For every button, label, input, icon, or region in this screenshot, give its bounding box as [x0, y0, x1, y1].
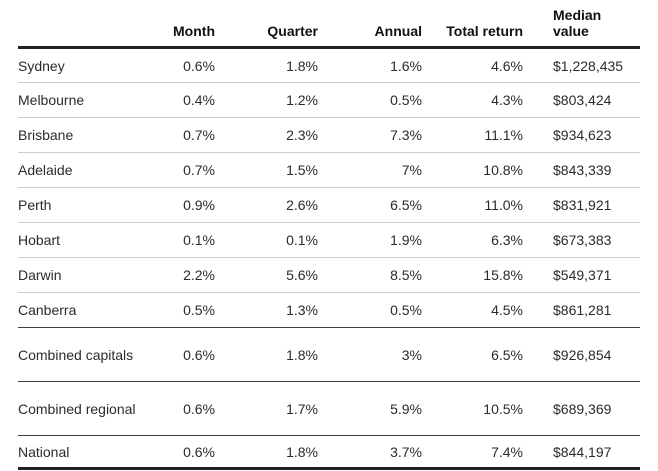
cell-quarter: 5.6% [286, 267, 318, 284]
cell-annual: 0.5% [390, 302, 422, 319]
column-header-region [18, 0, 138, 48]
row-label: Brisbane [18, 127, 74, 144]
cell-month: 0.9% [183, 197, 215, 214]
table-header-row: Month Quarter Annual Total return Median… [18, 0, 640, 48]
table-row-hobart: Hobart 0.1% 0.1% 1.9% 6.3% $673,383 [18, 223, 640, 258]
column-header-annual: Annual [374, 22, 422, 39]
table-row-combined-capitals: Combined capitals 0.6% 1.8% 3% 6.5% $926… [18, 328, 640, 382]
row-label: Melbourne [18, 92, 85, 109]
cell-quarter: 1.5% [286, 162, 318, 179]
cell-month: 0.6% [183, 443, 215, 460]
cell-quarter: 1.8% [286, 443, 318, 460]
cell-median-value: $689,369 [553, 400, 612, 417]
row-label: Combined capitals [18, 346, 134, 363]
cell-quarter: 1.3% [286, 302, 318, 319]
cell-month: 0.4% [183, 92, 215, 109]
cell-median-value: $844,197 [553, 443, 612, 460]
row-label: Sydney [18, 57, 65, 74]
table-row-national: National 0.6% 1.8% 3.7% 7.4% $844,197 [18, 436, 640, 469]
cell-total-return: 4.5% [491, 302, 523, 319]
cell-quarter: 1.8% [286, 57, 318, 74]
column-header-quarter: Quarter [267, 22, 318, 39]
cell-annual: 3.7% [390, 443, 422, 460]
cell-month: 0.6% [183, 57, 215, 74]
table-row-sydney: Sydney 0.6% 1.8% 1.6% 4.6% $1,228,435 [18, 48, 640, 83]
cell-total-return: 15.8% [483, 267, 523, 284]
cell-total-return: 7.4% [491, 443, 523, 460]
cell-month: 0.5% [183, 302, 215, 319]
cell-total-return: 10.5% [483, 400, 523, 417]
cell-total-return: 11.1% [484, 127, 523, 144]
housing-stats-table: Month Quarter Annual Total return Median… [18, 0, 640, 470]
cell-annual: 5.9% [390, 400, 422, 417]
cell-annual: 3% [401, 346, 422, 363]
cell-annual: 1.6% [390, 57, 422, 74]
cell-quarter: 1.7% [286, 400, 318, 417]
column-header-total-return: Total return [446, 22, 523, 39]
cell-month: 0.7% [183, 162, 215, 179]
cell-total-return: 4.6% [491, 57, 523, 74]
cell-quarter: 2.6% [286, 197, 318, 214]
cell-median-value: $831,921 [553, 197, 612, 214]
column-header-median-value: Median value [553, 7, 602, 39]
row-label: Canberra [18, 302, 77, 319]
cell-annual: 6.5% [390, 197, 422, 214]
cell-annual: 7% [401, 162, 422, 179]
row-label: Adelaide [18, 162, 73, 179]
column-header-month: Month [173, 22, 215, 39]
cell-total-return: 10.8% [483, 162, 523, 179]
cell-month: 0.7% [183, 127, 215, 144]
cell-median-value: $803,424 [553, 92, 612, 109]
table-row-melbourne: Melbourne 0.4% 1.2% 0.5% 4.3% $803,424 [18, 83, 640, 118]
cell-quarter: 2.3% [286, 127, 318, 144]
cell-quarter: 1.2% [286, 92, 318, 109]
cell-median-value: $673,383 [553, 232, 612, 249]
cell-median-value: $549,371 [553, 267, 612, 284]
cell-annual: 1.9% [390, 232, 422, 249]
cell-annual: 8.5% [390, 267, 422, 284]
cell-median-value: $861,281 [553, 302, 612, 319]
cell-month: 0.6% [183, 346, 215, 363]
table-row-adelaide: Adelaide 0.7% 1.5% 7% 10.8% $843,339 [18, 153, 640, 188]
row-label: Perth [18, 197, 52, 214]
cell-month: 0.6% [183, 400, 215, 417]
row-label: Combined regional [18, 400, 136, 417]
cell-total-return: 4.3% [491, 92, 523, 109]
cell-annual: 7.3% [390, 127, 422, 144]
table-row-perth: Perth 0.9% 2.6% 6.5% 11.0% $831,921 [18, 188, 640, 223]
cell-median-value: $934,623 [553, 127, 612, 144]
row-label: Darwin [18, 267, 62, 284]
cell-month: 0.1% [183, 232, 215, 249]
row-label: Hobart [18, 232, 61, 249]
row-label: National [18, 443, 70, 460]
cell-median-value: $1,228,435 [553, 57, 624, 74]
cell-quarter: 0.1% [286, 232, 318, 249]
cell-median-value: $926,854 [553, 346, 612, 363]
cell-total-return: 6.5% [491, 346, 523, 363]
cell-annual: 0.5% [390, 92, 422, 109]
cell-median-value: $843,339 [553, 162, 612, 179]
table-row-canberra: Canberra 0.5% 1.3% 0.5% 4.5% $861,281 [18, 293, 640, 328]
table-row-brisbane: Brisbane 0.7% 2.3% 7.3% 11.1% $934,623 [18, 118, 640, 153]
table-row-darwin: Darwin 2.2% 5.6% 8.5% 15.8% $549,371 [18, 258, 640, 293]
table-row-combined-regional: Combined regional 0.6% 1.7% 5.9% 10.5% $… [18, 382, 640, 436]
cell-total-return: 6.3% [491, 232, 523, 249]
cell-quarter: 1.8% [286, 346, 318, 363]
cell-total-return: 11.0% [484, 197, 523, 214]
cell-month: 2.2% [183, 267, 215, 284]
